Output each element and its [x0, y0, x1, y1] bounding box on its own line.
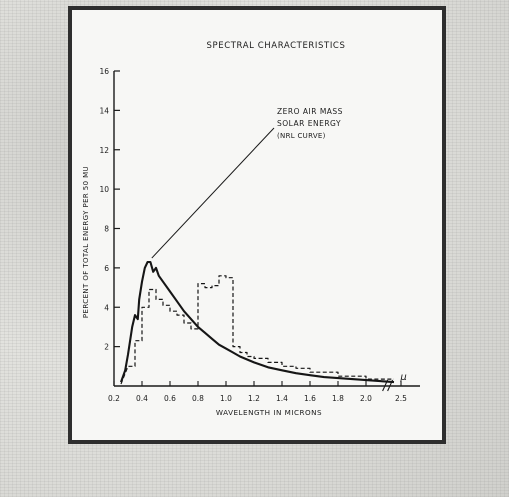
- curve-annotation: ZERO AIR MASS SOLAR ENERGY (NRL CURVE): [277, 107, 343, 140]
- annotation-leader-line: [151, 127, 275, 259]
- annotation-line-2: SOLAR ENERGY: [277, 119, 341, 128]
- chart-card: [68, 6, 446, 444]
- y-axis-label: PERCENT OF TOTAL ENERGY PER 50 MU: [82, 166, 90, 318]
- y-tick-label: 16: [99, 67, 109, 76]
- y-tick-label: 6: [104, 264, 109, 273]
- chart-title: SPECTRAL CHARACTERISTICS: [207, 41, 346, 51]
- x-tick-label: 0.2: [108, 394, 120, 403]
- x-axis-label: WAVELENGTH IN MICRONS: [216, 408, 322, 417]
- x-tick-label: 1.0: [220, 394, 232, 403]
- series-line-dashed: [120, 275, 394, 385]
- y-tick-label: 12: [99, 146, 109, 155]
- annotation-line-3: (NRL CURVE): [277, 132, 326, 140]
- annotation-line-1: ZERO AIR MASS: [277, 107, 343, 116]
- x-tick-label: 1.8: [332, 394, 344, 403]
- y-tick-label: 14: [99, 106, 109, 115]
- series-line-nrl-curve: [120, 260, 395, 384]
- x-tick-label: 0.8: [192, 394, 204, 403]
- x-tick-label: 2.0: [360, 394, 372, 403]
- x-tick-label: 0.6: [164, 394, 176, 403]
- y-tick-label: 2: [104, 343, 109, 352]
- axes: μ 2 4 6 8 10 12 14 16 0.2 0.4 0.6 0.8 1.0 1.2 1.4 1.6 1.8…: [99, 67, 420, 403]
- x-tick-label: 1.2: [248, 394, 260, 403]
- x-tick-label: 2.5: [395, 394, 407, 403]
- x-tick-label: 1.6: [304, 394, 316, 403]
- series-group: [120, 127, 395, 385]
- y-tick-label: 8: [104, 225, 109, 234]
- y-tick-label: 4: [104, 303, 109, 312]
- axis-break-label: μ: [399, 372, 406, 383]
- x-tick-label: 0.4: [136, 394, 148, 403]
- y-tick-label: 10: [99, 185, 109, 194]
- x-tick-label: 1.4: [276, 394, 288, 403]
